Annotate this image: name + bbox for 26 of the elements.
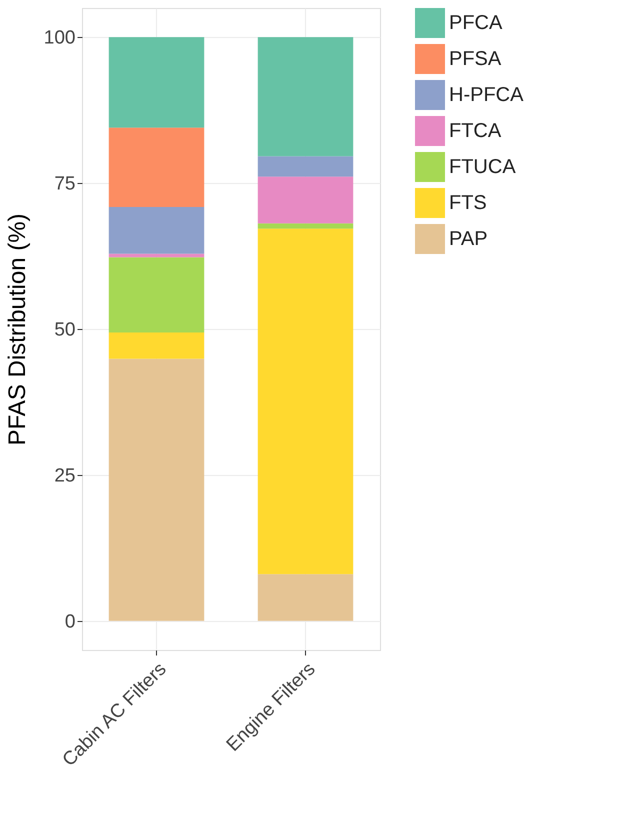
bar (258, 228, 354, 574)
legend-label: PFSA (449, 48, 502, 70)
bar (258, 574, 354, 621)
y-tick-label: 100 (44, 28, 76, 49)
bar (108, 358, 204, 621)
legend-label: FTCA (449, 120, 502, 142)
legend-label: H-PFCA (449, 84, 524, 106)
legend-label: FTUCA (449, 156, 516, 178)
y-tick-label: 75 (54, 174, 76, 195)
bar (108, 257, 204, 332)
bar (108, 37, 204, 128)
bar (108, 254, 204, 258)
bar (108, 128, 204, 208)
legend-label: FTS (449, 192, 487, 214)
bar (108, 332, 204, 359)
bar (258, 176, 354, 224)
bar (258, 223, 354, 229)
bar (258, 37, 354, 156)
legend-label: PAP (449, 228, 488, 250)
bar (108, 207, 204, 254)
y-axis-title: PFAS Distribution (%) (4, 213, 31, 446)
y-tick-label: 25 (54, 465, 76, 486)
legend-label: PFCA (449, 12, 503, 34)
y-tick-label: 0 (64, 611, 76, 632)
bar (258, 156, 354, 177)
y-tick-label: 50 (54, 320, 76, 340)
